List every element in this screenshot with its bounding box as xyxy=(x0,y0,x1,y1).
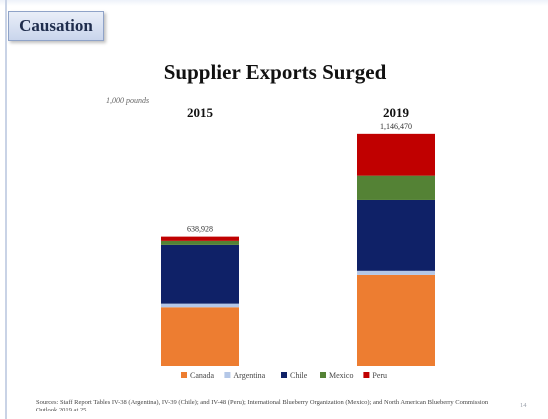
bar-segment-chile-2019 xyxy=(357,199,435,271)
chart-title: Supplier Exports Surged xyxy=(163,60,387,84)
bar-segment-peru-2015 xyxy=(161,236,239,241)
legend-label-argentina: Argentina xyxy=(233,371,265,380)
bar-segment-chile-2015 xyxy=(161,244,239,304)
page-number: 14 xyxy=(520,402,527,409)
legend-label-mexico: Mexico xyxy=(329,371,353,380)
bar-segment-mexico-2019 xyxy=(357,175,435,200)
sources-footnote: Sources: Staff Report Tables IV-38 (Arge… xyxy=(36,399,489,411)
total-label-2019: 1,146,470 xyxy=(380,122,412,131)
legend-label-chile: Chile xyxy=(290,371,308,380)
legend-swatch-chile xyxy=(281,372,287,378)
year-label-2019: 2019 xyxy=(383,105,410,120)
legend-swatch-peru xyxy=(363,372,370,378)
section-tag: Causation xyxy=(8,11,104,41)
legend-swatch-canada xyxy=(181,372,187,378)
bar-segment-argentina-2019 xyxy=(357,270,435,275)
top-band xyxy=(0,0,548,6)
legend-swatch-mexico xyxy=(320,372,326,378)
total-label-2015: 638,928 xyxy=(187,225,213,234)
bar-segment-peru-2019 xyxy=(357,133,435,176)
legend-label-peru: Peru xyxy=(372,371,387,380)
bar-segment-canada-2019 xyxy=(357,274,435,366)
year-label-2015: 2015 xyxy=(187,105,214,120)
left-rule xyxy=(5,0,7,419)
bar-segment-argentina-2015 xyxy=(161,303,239,308)
legend-label-canada: Canada xyxy=(190,371,214,380)
unit-label: 1,000 pounds xyxy=(106,96,150,105)
bar-segment-canada-2015 xyxy=(161,307,239,366)
legend-swatch-argentina xyxy=(224,372,231,378)
bar-segment-mexico-2015 xyxy=(161,240,239,245)
